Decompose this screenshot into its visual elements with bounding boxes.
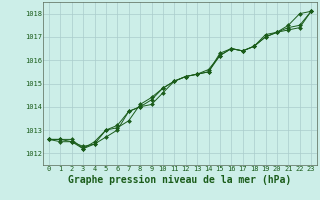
X-axis label: Graphe pression niveau de la mer (hPa): Graphe pression niveau de la mer (hPa) [68,175,292,185]
